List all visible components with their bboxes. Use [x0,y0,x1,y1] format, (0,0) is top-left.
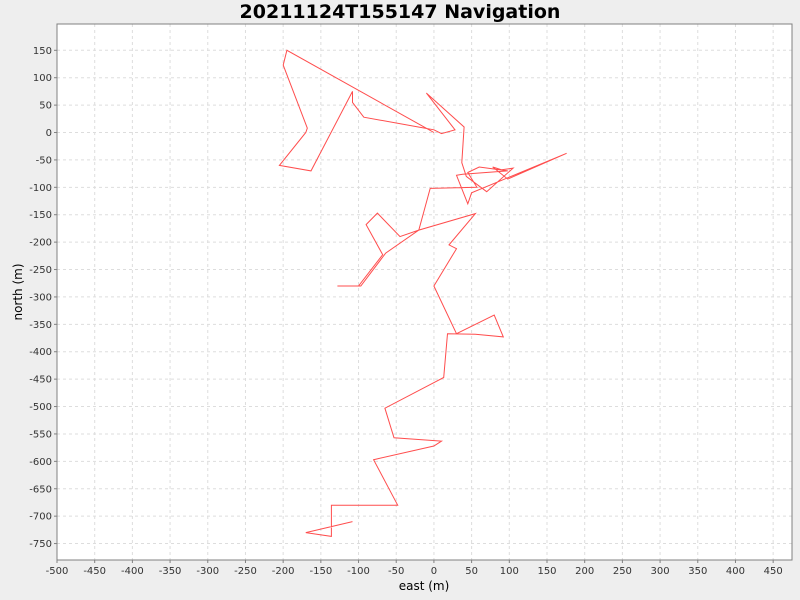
y-tick-label: -50 [36,155,52,166]
x-tick-label: -450 [83,566,106,577]
track-line-0 [278,49,567,537]
x-tick-label: 200 [575,566,594,577]
y-tick-label: -200 [29,238,52,249]
x-tick-label: 50 [465,566,478,577]
x-tick-label: 400 [726,566,745,577]
y-tick-label: -400 [29,347,52,358]
plot-frame [56,23,793,561]
x-tick-label: -100 [347,566,370,577]
y-tick-label: -600 [29,457,52,468]
x-tick-label: 100 [500,566,519,577]
x-tick-label: 250 [613,566,632,577]
x-tick-label: -50 [388,566,404,577]
x-axis: -500 -450 -400 -350 -300 -250 -200 -150 -100 -50 0… [46,560,783,577]
plot-area [57,24,792,560]
y-tick-label: -150 [29,210,52,221]
x-tick-label: -250 [234,566,257,577]
y-tick-label: -750 [29,539,52,550]
y-tick-label: -500 [29,402,52,413]
series-group [278,49,567,537]
x-axis-label: east (m) [399,579,450,593]
grid [56,24,792,560]
y-tick-label: 150 [33,46,52,57]
x-tick-label: -500 [46,566,69,577]
y-tick-label: 0 [46,128,52,139]
x-tick-label: -400 [121,566,144,577]
y-tick-label: 50 [39,101,52,112]
y-axis-label: north (m) [11,263,25,320]
y-axis: 150 100 50 0 -50 -100 -150 -200 -250 -300 -350 -400… [29,46,57,550]
x-tick-label: -150 [309,566,332,577]
y-tick-label: -450 [29,375,52,386]
y-tick-label: -100 [29,183,52,194]
x-tick-label: -350 [159,566,182,577]
x-tick-label: 350 [688,566,707,577]
y-tick-label: -300 [29,292,52,303]
x-tick-label: -200 [272,566,295,577]
x-tick-label: 450 [764,566,783,577]
x-tick-label: 150 [537,566,556,577]
y-tick-label: -550 [29,429,52,440]
y-tick-label: 100 [33,73,52,84]
y-tick-label: -350 [29,320,52,331]
chart-title: 20211124T155147 Navigation [240,1,561,23]
y-tick-label: -250 [29,265,52,276]
x-tick-label: 300 [651,566,670,577]
y-tick-label: -650 [29,484,52,495]
x-tick-label: -300 [196,566,219,577]
x-tick-label: 0 [431,566,437,577]
y-tick-label: -700 [29,512,52,523]
